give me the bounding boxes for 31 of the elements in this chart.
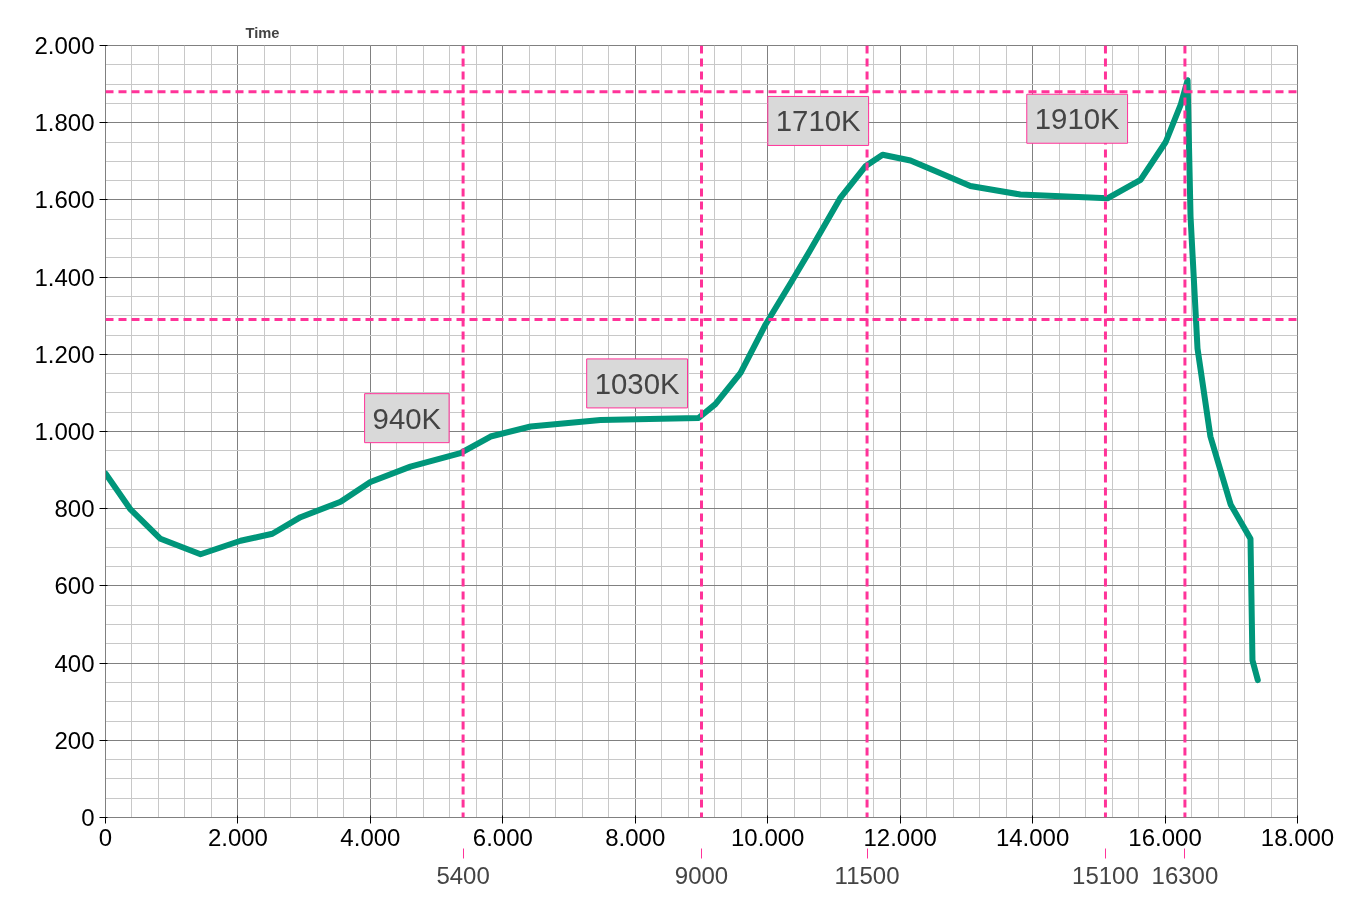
ref-line-label: 5400 (436, 861, 490, 889)
x-tick-label: 2.000 (207, 823, 268, 851)
y-tick-label: 2.000 (34, 32, 95, 59)
ref-line-label: 9000 (674, 861, 729, 889)
ref-line-label: 15100 (1072, 861, 1139, 889)
annotation: 1710K (775, 104, 862, 138)
x-tick-label: 6.000 (472, 823, 533, 851)
x-tick-label: 18.000 (1260, 823, 1335, 851)
x-tick-label: 0 (98, 823, 113, 851)
y-tick-label: 1.400 (34, 263, 95, 291)
y-tick-label: 200 (54, 726, 95, 754)
y-tick-label: 400 (54, 649, 95, 677)
text: Time (245, 24, 280, 41)
x-tick-label: 16.000 (1128, 823, 1202, 851)
ref-line-label: 16300 (1151, 861, 1219, 889)
y-tick-label: 1.800 (34, 109, 95, 137)
x-tick-label: 8.000 (605, 823, 666, 851)
y-tick-label: 1.000 (34, 418, 95, 445)
y-tick-label: 1.200 (34, 340, 95, 368)
y-tick-label: 800 (54, 495, 95, 523)
x-tick-label: 14.000 (995, 823, 1070, 851)
annotation: 1030K (594, 366, 680, 400)
x-tick-label: 12.000 (863, 823, 937, 851)
annotation: 1910K (1034, 102, 1121, 136)
y-tick-label: 600 (54, 572, 95, 600)
ref-line-label: 11500 (834, 861, 900, 889)
y-tick-label: 0 (81, 804, 95, 831)
annotation: 940K (372, 401, 442, 435)
y-tick-label: 1.600 (34, 186, 95, 214)
x-tick-label: 4.000 (340, 823, 401, 851)
x-tick-label: 10.000 (731, 823, 805, 851)
